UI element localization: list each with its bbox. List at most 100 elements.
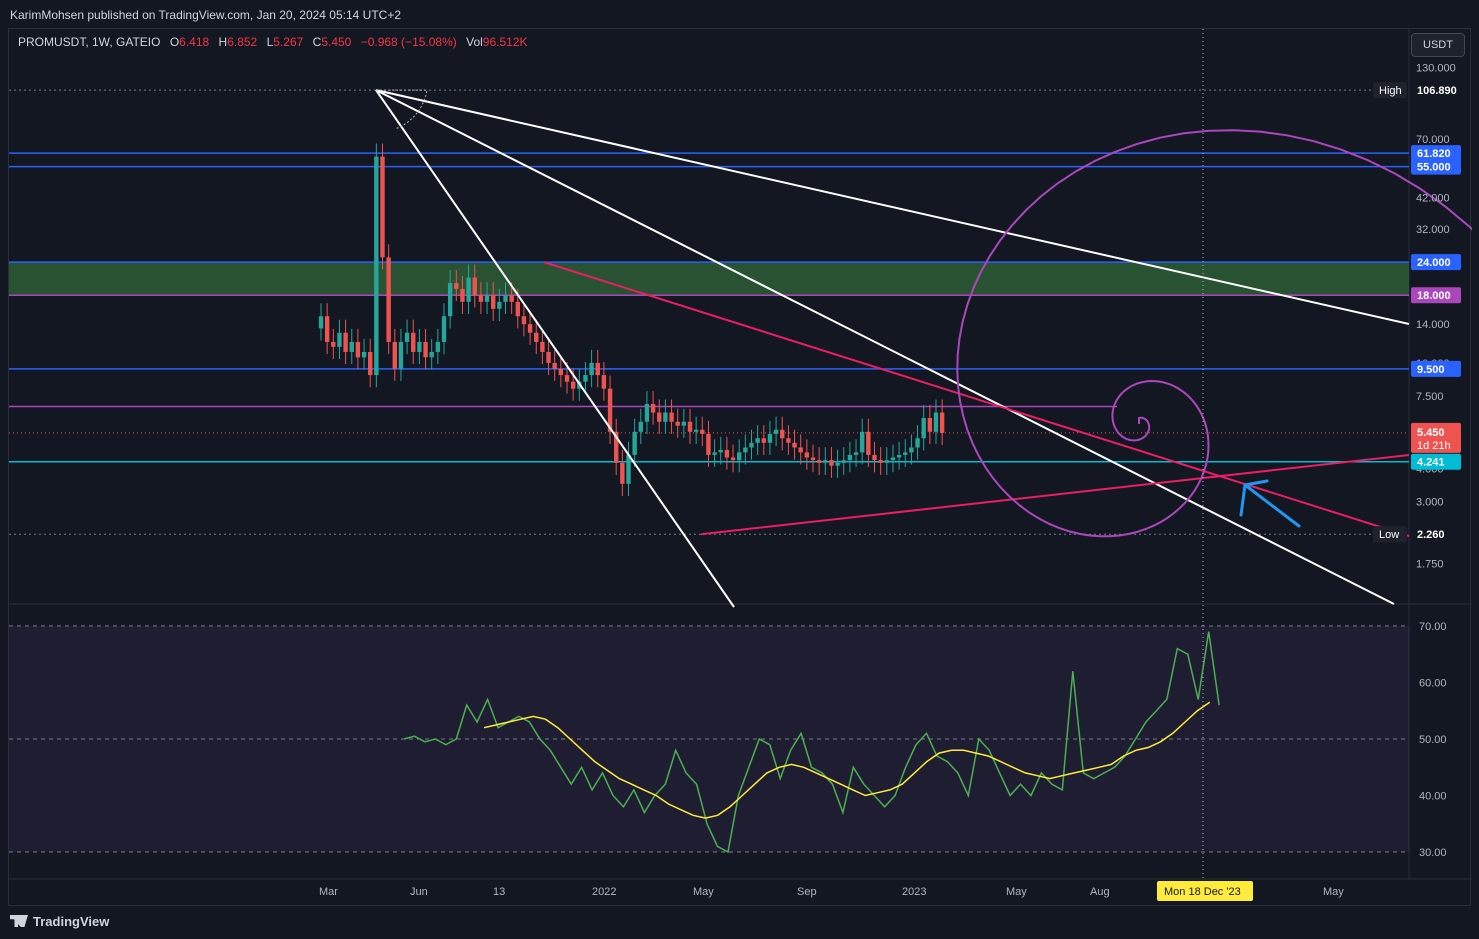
candle-body bbox=[564, 375, 570, 382]
level-label: 61.820 bbox=[1417, 148, 1451, 160]
candle-body bbox=[786, 438, 791, 443]
level-label: 2.260 bbox=[1417, 529, 1445, 541]
level-label: 18.000 bbox=[1417, 290, 1451, 302]
candle-body bbox=[546, 351, 551, 363]
candle-body bbox=[558, 368, 564, 376]
level-label: 55.000 bbox=[1417, 162, 1451, 174]
candle-body bbox=[767, 433, 773, 443]
candle-body bbox=[903, 452, 908, 455]
candle-body bbox=[447, 283, 453, 317]
chart-svg[interactable]: 130.00070.00042.00032.00014.00010.0007.5… bbox=[9, 29, 1479, 907]
time-tick-label: May bbox=[693, 886, 714, 898]
candle-body bbox=[810, 457, 816, 461]
candle-body bbox=[829, 460, 834, 466]
candle-body bbox=[503, 295, 508, 302]
rsi-tick-label: 70.00 bbox=[1419, 621, 1447, 633]
candle-body bbox=[583, 375, 588, 382]
candle-body bbox=[454, 283, 459, 290]
candle-body bbox=[693, 429, 699, 432]
candle-body bbox=[607, 388, 613, 432]
candle-body bbox=[927, 417, 933, 432]
rsi-ma-line bbox=[483, 701, 1211, 819]
candle-body bbox=[939, 412, 945, 433]
time-tick-label: 2023 bbox=[902, 886, 926, 898]
candle-body bbox=[657, 412, 662, 422]
candle-body bbox=[644, 404, 650, 422]
level-label: 9.500 bbox=[1417, 364, 1445, 376]
trendline-steep bbox=[375, 89, 735, 608]
candle-body bbox=[491, 295, 496, 309]
candle-body bbox=[589, 362, 594, 376]
candle-body bbox=[860, 431, 865, 453]
candle-body bbox=[497, 301, 502, 309]
chart-area[interactable]: 130.00070.00042.00032.00014.00010.0007.5… bbox=[8, 28, 1479, 907]
candle-body bbox=[755, 438, 760, 443]
time-tick-label: 13 bbox=[493, 886, 505, 898]
rsi-tick-label: 40.00 bbox=[1419, 791, 1447, 803]
candle-body bbox=[866, 431, 871, 455]
publish-header: KarimMohsen published on TradingView.com… bbox=[0, 0, 1479, 30]
candle-body bbox=[466, 277, 471, 302]
level-label-bg bbox=[1411, 360, 1461, 377]
level-label: 24.000 bbox=[1417, 257, 1451, 269]
level-label-bg bbox=[1411, 526, 1461, 543]
rsi-tick-label: 60.00 bbox=[1419, 677, 1447, 689]
candle-body bbox=[343, 332, 348, 352]
candle-body bbox=[626, 454, 631, 484]
candle-body bbox=[595, 362, 600, 376]
candle-body bbox=[743, 447, 748, 453]
candle-body bbox=[478, 295, 484, 302]
level-label-bg bbox=[1411, 145, 1461, 162]
angle-marker bbox=[376, 89, 428, 130]
time-tick-label: Sep bbox=[797, 886, 817, 898]
rsi-tick-label: 50.00 bbox=[1419, 734, 1447, 746]
price-tick-label: 70.000 bbox=[1416, 134, 1450, 146]
candle-body bbox=[909, 447, 914, 453]
candle-body bbox=[349, 341, 354, 352]
footer: TradingView bbox=[0, 906, 1479, 939]
candle-body bbox=[718, 449, 723, 453]
level-tag: High bbox=[1379, 85, 1402, 97]
time-tick-label: 2022 bbox=[592, 886, 616, 898]
candle-body bbox=[472, 277, 477, 296]
candle-body bbox=[521, 316, 527, 325]
tradingview-logo-icon bbox=[10, 915, 28, 927]
candle-body bbox=[392, 341, 397, 369]
trendline-pink-down bbox=[543, 261, 1410, 537]
crosshair-date-label: Mon 18 Dec '23 bbox=[1164, 886, 1241, 898]
time-tick-label: May bbox=[1323, 886, 1344, 898]
candle-body bbox=[933, 412, 939, 432]
last-price-label: 5.450 bbox=[1417, 427, 1445, 439]
currency-button[interactable]: USDT bbox=[1411, 33, 1465, 57]
candle-body bbox=[663, 412, 668, 422]
candle-body bbox=[620, 462, 625, 484]
candle-body bbox=[423, 341, 428, 358]
price-tick-label: 7.500 bbox=[1416, 391, 1444, 403]
countdown-label: 1d 21h bbox=[1417, 440, 1451, 452]
legend-vol: 96.512K bbox=[482, 35, 528, 49]
time-tick-label: Jun bbox=[410, 886, 428, 898]
candle-body bbox=[792, 442, 797, 448]
candle-body bbox=[386, 257, 391, 342]
trendline-mid bbox=[375, 89, 1395, 605]
level-label-bg bbox=[1411, 158, 1461, 175]
candle-body bbox=[527, 324, 533, 333]
candle-body bbox=[429, 351, 434, 358]
candle-body bbox=[398, 341, 404, 369]
level-tag-bg bbox=[1373, 82, 1407, 99]
candle-body bbox=[552, 362, 557, 369]
candle-body bbox=[749, 442, 754, 448]
level-tag-bg bbox=[1373, 526, 1407, 543]
tradingview-logo: TradingView bbox=[10, 914, 109, 929]
level-label: 4.241 bbox=[1417, 457, 1445, 469]
candle-body bbox=[540, 341, 545, 352]
candle-body bbox=[706, 433, 711, 455]
candle-body bbox=[632, 431, 637, 455]
candle-body bbox=[890, 457, 896, 461]
candle-body bbox=[835, 462, 840, 466]
level-label-bg bbox=[1411, 254, 1461, 271]
time-tick-label: Mar bbox=[319, 886, 338, 898]
candle-body bbox=[380, 156, 385, 258]
candle-body bbox=[675, 421, 680, 426]
candle-body bbox=[484, 295, 490, 302]
